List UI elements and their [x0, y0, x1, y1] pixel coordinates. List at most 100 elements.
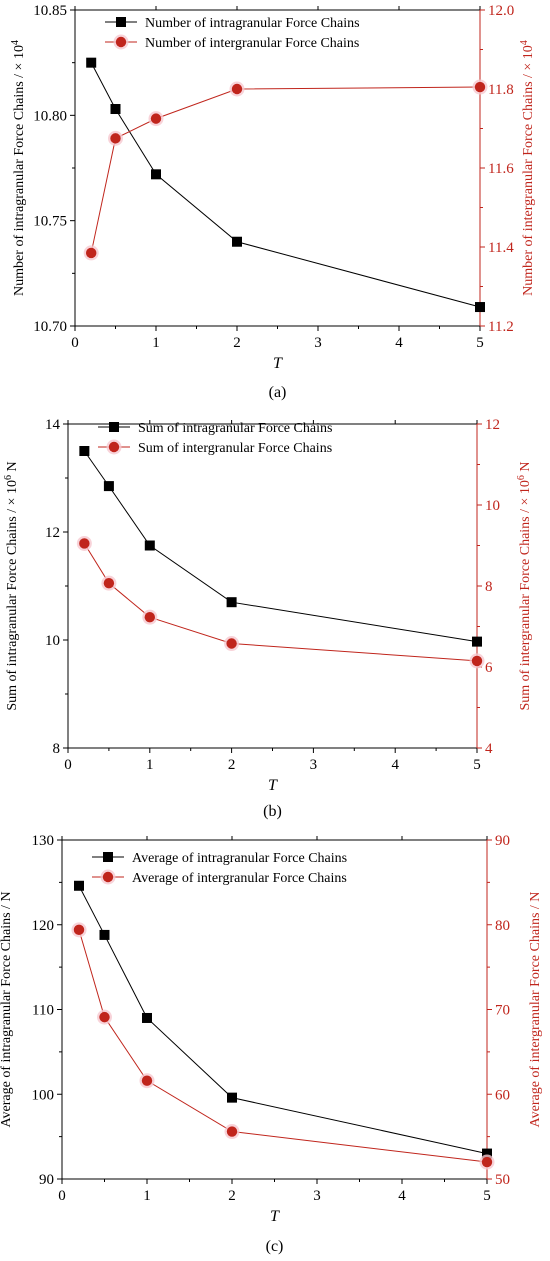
data-point-square	[472, 636, 482, 647]
x-tick-label: 2	[233, 335, 241, 351]
data-point-square	[475, 302, 485, 313]
data-point-circle	[141, 1075, 153, 1086]
data-point-square	[86, 57, 97, 68]
panel-label: (a)	[269, 384, 287, 401]
data-point-square	[232, 236, 242, 247]
data-point-square	[99, 929, 110, 940]
y-right-tick-label: 8	[485, 579, 493, 595]
y-left-tick-label: 10.80	[33, 108, 67, 124]
y-right-axis-title: Number of intergranular Force Chains / ×…	[519, 40, 536, 296]
y-right-axis-title-sup: 4	[519, 40, 530, 45]
data-point-square	[482, 1148, 492, 1159]
data-point-square	[103, 481, 114, 492]
data-point-circle	[481, 1156, 493, 1168]
y-left-tick-label: 12	[45, 525, 60, 541]
data-point-square	[226, 597, 237, 608]
x-axis-title: T	[270, 1208, 280, 1225]
data-point-circle	[471, 655, 483, 667]
x-tick-label: 1	[152, 335, 160, 351]
y-right-tick-label: 11.4	[488, 240, 514, 256]
series-line-1	[90, 62, 481, 308]
y-left-axis-title: Average of intragranular Force Chains / …	[0, 891, 14, 1127]
y-left-axis-title-sup: 4	[10, 40, 21, 45]
legend-label: Average of intragranular Force Chains	[132, 851, 347, 866]
legend-marker-square	[109, 422, 119, 432]
y-right-tick-label: 6	[485, 660, 493, 676]
y-right-tick-label: 11.2	[488, 319, 514, 335]
y-right-axis-title: Sum of intergranular Force Chains / × 10…	[516, 461, 533, 710]
data-point-square	[142, 1012, 152, 1023]
x-tick-label: 2	[228, 757, 236, 773]
y-right-axis-title-text: Sum of intergranular Force Chains / × 10	[518, 480, 533, 710]
y-left-tick-label: 100	[32, 1087, 55, 1103]
legend-label: Sum of intragranular Force Chains	[138, 421, 332, 436]
data-point-circle	[73, 924, 85, 936]
data-point-circle	[99, 1011, 110, 1023]
y-right-tick-label: 90	[495, 833, 510, 849]
y-left-tick-label: 10.70	[33, 319, 67, 335]
chart-panel-3: 0 1 2 3 4 5 90 100 110 120 130 50 60 70 80 90 Average of…	[0, 833, 543, 1255]
data-point-circle	[150, 113, 162, 124]
legend-label: Number of intergranular Force Chains	[145, 36, 359, 51]
legend-label: Sum of intergranular Force Chains	[138, 441, 332, 456]
y-right-axis-title: Average of intergranular Force Chains / …	[528, 892, 543, 1128]
y-left-tick-label: 130	[32, 833, 55, 849]
y-left-tick-label: 14	[45, 417, 61, 433]
series-line-1	[78, 885, 488, 1155]
y-left-tick-label: 8	[53, 741, 61, 757]
data-point-circle	[226, 638, 237, 649]
series-line-2	[90, 86, 481, 254]
y-right-tick-label: 60	[495, 1087, 510, 1103]
y-right-tick-label: 70	[495, 1003, 510, 1019]
y-right-tick-label: 10	[485, 498, 500, 514]
x-tick-label: 1	[146, 757, 154, 773]
y-right-tick-label: 12.0	[488, 3, 514, 19]
data-point-circle	[103, 577, 115, 589]
data-point-circle	[110, 133, 121, 144]
data-point-circle	[86, 247, 97, 259]
y-right-axis-title-sup: 6	[516, 475, 527, 480]
legend-marker-square	[103, 852, 113, 862]
x-axis-title: T	[273, 355, 283, 372]
y-right-tick-label: 11.6	[488, 161, 514, 177]
y-left-tick-label: 120	[32, 918, 55, 934]
data-point-square	[110, 104, 121, 115]
data-point-square	[79, 446, 90, 456]
y-right-tick-label: 80	[495, 918, 510, 934]
y-left-tick-label: 90	[39, 1172, 54, 1188]
y-left-axis-title: Sum of intragranular Force Chains / × 10…	[3, 461, 20, 710]
data-point-square	[227, 1092, 237, 1103]
y-left-tick-label: 10	[45, 633, 60, 649]
y-right-axis-title-text: Average of intergranular Force Chains / …	[528, 892, 543, 1128]
data-point-circle	[231, 83, 243, 95]
y-right-axis-title-unit: N	[518, 461, 533, 475]
series-line-2	[83, 543, 478, 662]
legend-marker-circle	[108, 441, 120, 453]
x-tick-label: 2	[228, 1188, 236, 1204]
y-left-axis-title-text: Average of intragranular Force Chains / …	[0, 891, 14, 1127]
legend-marker-circle	[102, 871, 114, 883]
legend-marker-circle	[115, 36, 127, 48]
x-tick-label: 4	[391, 757, 399, 773]
series-line-1	[83, 450, 478, 643]
x-tick-label: 3	[310, 757, 318, 773]
legend-label: Average of intergranular Force Chains	[132, 871, 347, 886]
y-left-axis-title: Number of intragranular Force Chains / ×…	[10, 40, 27, 296]
x-axis-title: T	[268, 777, 278, 794]
series-line-2	[78, 929, 488, 1163]
x-tick-label: 3	[313, 1188, 321, 1204]
x-tick-label: 5	[483, 1188, 491, 1204]
y-left-axis-title-text: Number of intragranular Force Chains / ×…	[12, 45, 27, 296]
x-tick-label: 3	[314, 335, 322, 351]
data-point-square	[151, 169, 161, 180]
legend-marker-square	[116, 17, 126, 27]
y-left-axis-title-unit: N	[5, 461, 20, 475]
y-left-tick-label: 10.75	[33, 214, 67, 230]
data-point-circle	[226, 1126, 238, 1137]
data-point-square	[74, 880, 84, 891]
data-point-circle	[144, 611, 155, 623]
panel-label: (c)	[266, 1238, 284, 1255]
y-left-tick-label: 110	[32, 1003, 54, 1019]
